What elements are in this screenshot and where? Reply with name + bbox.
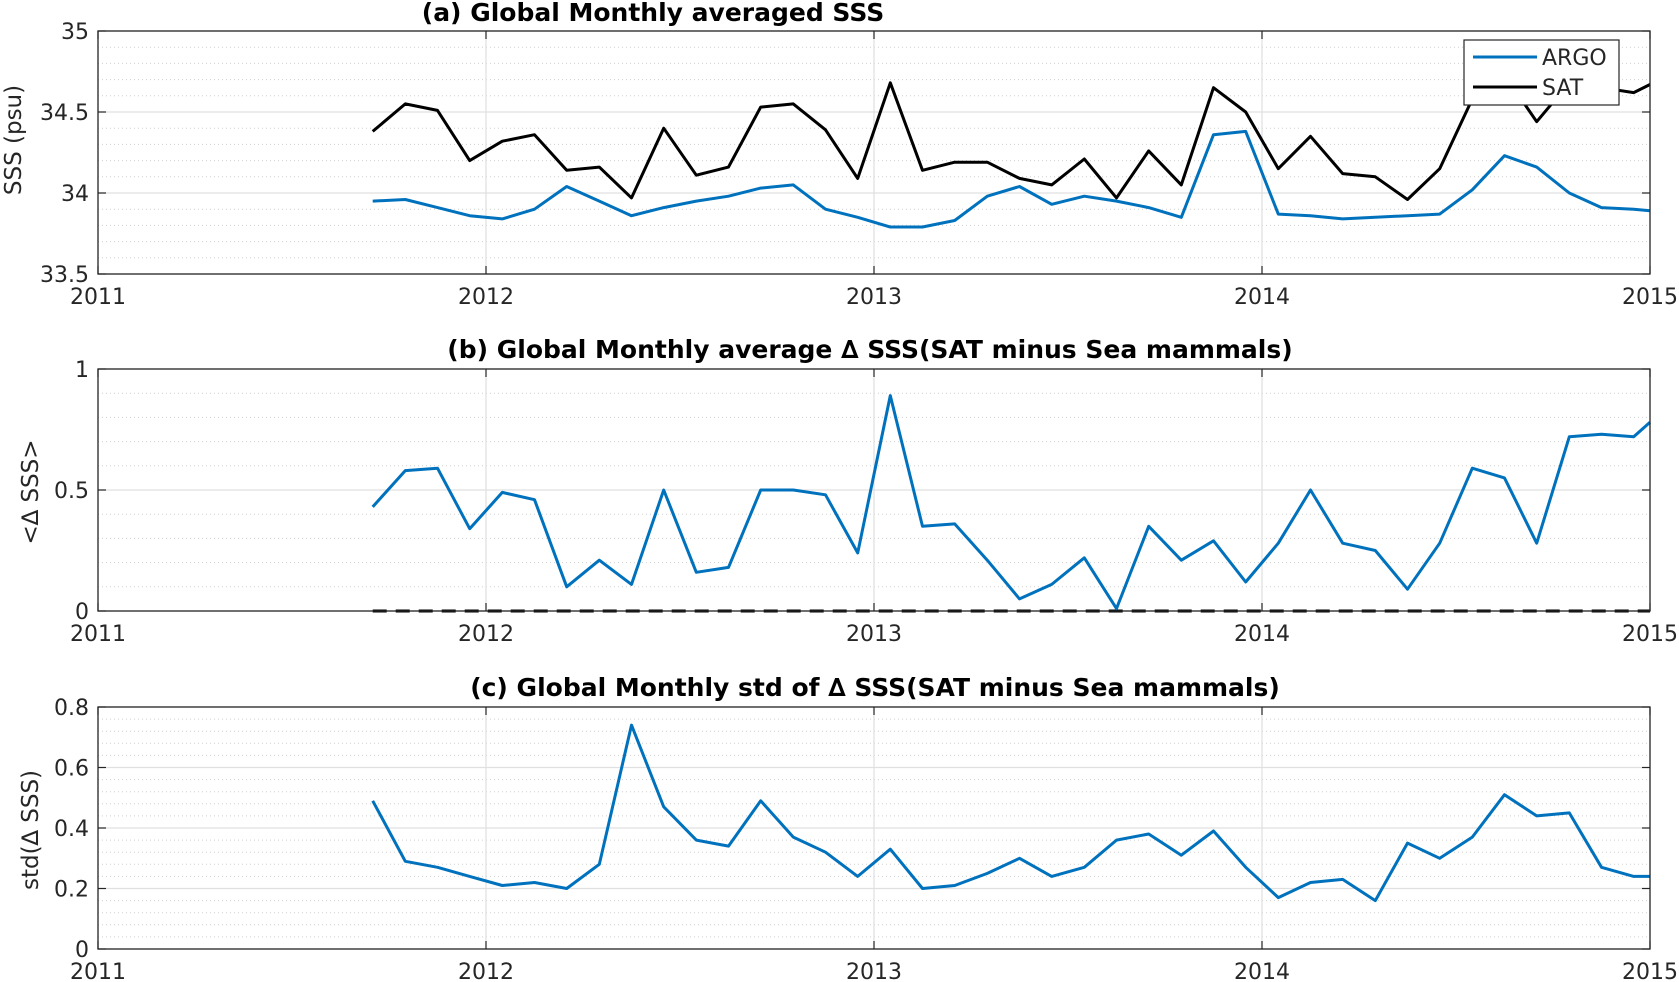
legend: ARGO SAT	[1463, 39, 1620, 106]
panel-c-line-series-0	[371, 723, 1650, 903]
legend-label-sat: SAT	[1542, 76, 1584, 101]
panel-a-xtick-label: 2011	[70, 285, 126, 310]
panel-b-xtick-label: 2013	[846, 622, 902, 647]
panel-c-plot: 0 0.2 0.4 0.6 0.8 2011 2012 2013 2014 2015	[54, 696, 1678, 982]
panel-b-ylabel: <∆ SSS>	[18, 439, 44, 544]
panel-b-ytick-label: 1	[75, 358, 89, 383]
panel-a-xtick-label: 2014	[1234, 285, 1290, 310]
panel-c-ytick-label: 0	[75, 938, 89, 963]
panel-a-xtick-label: 2015	[1622, 285, 1678, 310]
panel-a-xtick-label: 2013	[846, 285, 902, 310]
panel-a-ytick-label: 34	[61, 182, 89, 207]
panel-c-xtick-label: 2015	[1622, 960, 1678, 982]
panel-b-title: (b) Global Monthly average ∆ SSS(SAT min…	[447, 335, 1292, 364]
panel-c-xtick-label: 2013	[846, 960, 902, 982]
panel-a-line-sat	[371, 73, 1651, 201]
panel-b-plot: 0 0.5 1 2011 2012 2013 2014 2015	[54, 358, 1678, 647]
panel-c-ytick-label: 0.8	[54, 696, 89, 721]
panel-a-ytick-label: 33.5	[40, 263, 89, 288]
panel-b-ytick-label: 0	[75, 600, 89, 625]
panel-b-xtick-label: 2014	[1234, 622, 1290, 647]
panel-c-xtick-label: 2012	[458, 960, 514, 982]
panel-b-xtick-label: 2011	[70, 622, 126, 647]
panel-c-ytick-label: 0.4	[54, 817, 89, 842]
panel-c: (c) Global Monthly std of ∆ SSS(SAT minu…	[18, 673, 1678, 982]
panel-c-ylabel: std(∆ SSS)	[18, 770, 44, 890]
panel-b-xtick-label: 2012	[458, 622, 514, 647]
panel-a-ylabel: SSS (psu)	[1, 85, 27, 195]
panel-a-ytick-label: 34.5	[40, 101, 89, 126]
panel-b-line-series-0	[371, 394, 1652, 611]
panel-c-ytick-label: 0.6	[54, 757, 89, 782]
panel-c-xtick-label: 2014	[1234, 960, 1290, 982]
legend-box	[1463, 39, 1620, 106]
panel-a-plot: 33.5 34 34.5 35 2011 2012 2013 2014 2015	[40, 20, 1678, 310]
panel-b-xtick-label: 2015	[1622, 622, 1678, 647]
panel-c-xtick-label: 2011	[70, 960, 126, 982]
legend-label-argo: ARGO	[1542, 46, 1607, 71]
panel-c-title: (c) Global Monthly std of ∆ SSS(SAT minu…	[470, 673, 1280, 702]
panel-a: (a) Global Monthly averaged SSS SSS (psu…	[1, 0, 1678, 310]
panel-c-ytick-label: 0.2	[54, 878, 89, 903]
panel-b-ytick-label: 0.5	[54, 479, 89, 504]
panel-a-title: (a) Global Monthly averaged SSS	[422, 0, 884, 27]
panel-a-line-argo	[372, 129, 1651, 229]
panel-a-ytick-label: 35	[61, 20, 89, 45]
panel-a-xtick-label: 2012	[458, 285, 514, 310]
panel-b: (b) Global Monthly average ∆ SSS(SAT min…	[18, 335, 1678, 647]
